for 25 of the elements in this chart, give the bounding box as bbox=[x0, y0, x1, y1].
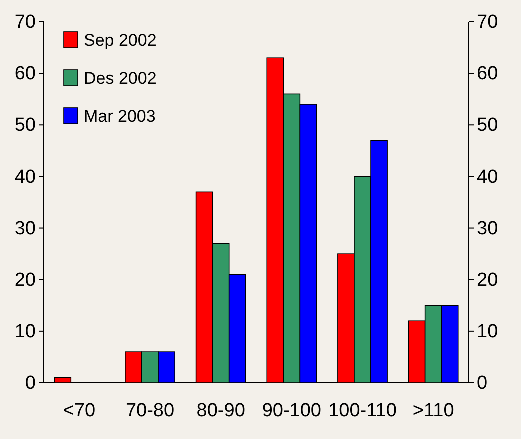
y-tick-label: 30 bbox=[14, 218, 36, 240]
x-tick-label: 90-100 bbox=[262, 400, 322, 422]
y2-tick-label: 60 bbox=[477, 64, 498, 85]
y-tick-label: 50 bbox=[14, 115, 36, 136]
y2-tick-label: 20 bbox=[477, 270, 498, 291]
y2-tick-label: 50 bbox=[477, 115, 498, 136]
y2-tick-label: 10 bbox=[477, 322, 498, 343]
y2-tick-label: 70 bbox=[477, 12, 498, 34]
y-tick-label: 40 bbox=[14, 166, 36, 188]
y-tick-label: 70 bbox=[14, 12, 36, 34]
y-tick-label: 60 bbox=[14, 64, 36, 85]
x-tick-label: 70-80 bbox=[126, 400, 175, 422]
legend-label: Sep 2002 bbox=[84, 31, 157, 50]
y2-tick-label: 0 bbox=[477, 373, 488, 394]
x-tick-label: >110 bbox=[412, 400, 454, 422]
y-tick-label: 10 bbox=[14, 322, 36, 343]
legend-label: Mar 2003 bbox=[84, 107, 156, 126]
legend-label: Des 2002 bbox=[84, 69, 157, 88]
x-tick-label: <70 bbox=[63, 400, 96, 422]
x-tick-label: 80-90 bbox=[196, 400, 246, 422]
y2-tick-label: 40 bbox=[477, 166, 498, 188]
y2-tick-label: 30 bbox=[477, 218, 498, 240]
y-tick-label: 20 bbox=[14, 270, 36, 291]
x-tick-label: 100-110 bbox=[328, 400, 397, 422]
y-tick-label: 0 bbox=[25, 373, 36, 394]
